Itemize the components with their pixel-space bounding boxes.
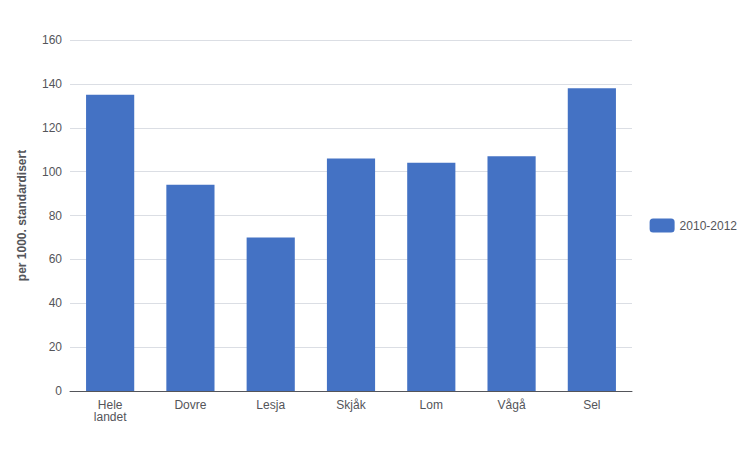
svg-text:40: 40 [49,296,63,310]
svg-text:100: 100 [42,165,62,179]
svg-text:160: 160 [42,33,62,47]
svg-text:Vågå: Vågå [498,398,526,412]
svg-text:120: 120 [42,121,62,135]
svg-text:80: 80 [49,209,63,223]
svg-text:Lesja: Lesja [256,398,285,412]
svg-text:Sel: Sel [583,398,600,412]
svg-text:Hele: Hele [97,398,123,412]
svg-text:Dovre: Dovre [174,398,206,412]
svg-text:0: 0 [55,384,62,398]
svg-text:Skjåk: Skjåk [336,398,366,412]
svg-text:2010-2012: 2010-2012 [680,219,738,233]
svg-text:60: 60 [49,252,63,266]
svg-text:140: 140 [42,77,62,91]
svg-text:20: 20 [49,340,63,354]
svg-text:per 1000. standardisert: per 1000. standardisert [15,150,29,281]
svg-text:Lom: Lom [420,398,443,412]
svg-text:landet: landet [94,410,127,424]
